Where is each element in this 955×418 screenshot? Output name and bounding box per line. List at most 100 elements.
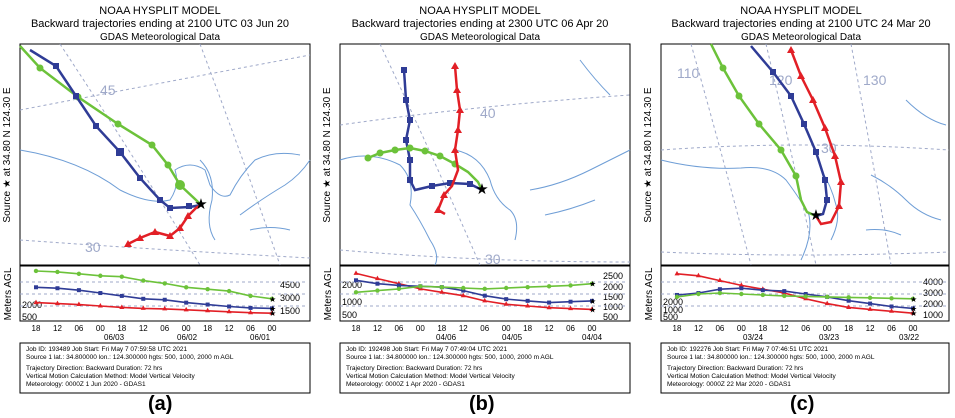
agl-series-group: ★★★: [340, 270, 628, 314]
time-tick-label: 06: [715, 324, 724, 333]
agl-point: [184, 300, 189, 305]
agl-tick-1500: 1500: [603, 292, 623, 302]
agl-point: [375, 288, 380, 293]
agl-tick-500: 500: [603, 312, 618, 322]
date-label-2: 04/05: [502, 333, 523, 342]
graticule: [19, 43, 311, 266]
map-frame: [339, 43, 631, 266]
panel-title-line1: NOAA HYSPLIT MODEL: [99, 5, 220, 17]
agl-point: [439, 284, 445, 290]
agl-point: [226, 308, 232, 314]
date-label-3: 03/22: [899, 333, 920, 342]
time-tick-label: 12: [866, 324, 875, 333]
agl-point: [54, 300, 60, 306]
agl-axis-label: Meters AGL: [3, 267, 14, 320]
caption-a: (a): [148, 393, 173, 415]
agl-tick-3000: 3000: [280, 293, 300, 303]
agl-point: [868, 301, 873, 306]
agl-point: [353, 270, 359, 275]
footer-line-5: Meteorology: 0000Z 1 Apr 2020 - GDAS1: [346, 381, 465, 388]
start-height-2000: 2000: [22, 300, 42, 310]
footer-line-4: Vertical Motion Calculation Method: Mode…: [346, 373, 515, 380]
source-star: ★: [194, 196, 207, 213]
footer-text: Job ID: 192276 Job Start: Fri May 7 07:4…: [667, 346, 875, 388]
coastline: [660, 99, 947, 261]
agl-point: [782, 289, 787, 294]
panel-title-line2: Backward trajectories ending at 2100 UTC…: [671, 18, 930, 30]
date-labels: 03/24 03/23 03/22: [743, 333, 920, 342]
time-tick-label: 06: [394, 324, 403, 333]
agl-point: [33, 299, 39, 305]
panel-title-line2: Backward trajectories ending at 2300 UTC…: [352, 18, 609, 30]
panel-b: NOAA HYSPLIT MODEL Backward trajectories…: [320, 0, 636, 400]
agl-point: [739, 286, 744, 291]
agl-start-star: ★: [589, 297, 596, 306]
date-label-1: 06/03: [104, 333, 125, 342]
footer-box: [19, 342, 311, 394]
footer-text: Job ID: 193489 Job Start: Fri May 7 07:5…: [26, 346, 234, 388]
time-tick-label: 12: [373, 324, 382, 333]
agl-point: [482, 293, 487, 298]
trajectory-blue: [29, 48, 202, 211]
agl-point: [674, 294, 680, 300]
agl-point: [97, 303, 103, 308]
agl-point: [140, 305, 146, 310]
agl-tick-2000: 2000: [923, 299, 943, 309]
trajectory-blue: [401, 67, 483, 192]
agl-series-line-2: [35, 270, 273, 300]
agl-series-line-1: [355, 279, 593, 304]
time-tick-label: 00: [96, 324, 105, 333]
agl-series-line-1: [676, 287, 914, 310]
trajectory-red: [434, 62, 464, 216]
agl-point: [803, 294, 808, 299]
caption-b: (b): [469, 393, 495, 415]
agl-point: [162, 297, 167, 302]
agl-point: [162, 305, 168, 311]
agl-right-ticks: 4000 3000 2000 1000: [923, 277, 943, 320]
time-tick-label: 12: [459, 324, 468, 333]
agl-point: [803, 292, 808, 296]
agl-left-heights: 2000 500: [22, 300, 42, 322]
time-tick-label: 12: [53, 324, 62, 333]
agl-axis-label: Meters AGL: [323, 267, 334, 320]
date-label-1: 04/06: [436, 333, 457, 342]
time-tick-label: 18: [844, 324, 853, 333]
agl-point: [525, 284, 530, 290]
date-labels: 04/06 04/05 04/04: [436, 333, 603, 342]
agl-point: [396, 286, 402, 292]
time-tick-label: 12: [139, 324, 148, 333]
trajectory-red: [124, 203, 202, 247]
source-label: Source ★ at 34.80 N 124.30 E: [322, 87, 333, 222]
footer-line-3: Trajectory Direction: Backward Duration:…: [346, 365, 483, 372]
footer-box: [339, 342, 631, 394]
trajectory-green: [364, 144, 484, 191]
time-tick-label: 00: [909, 324, 918, 333]
agl-right-ticks: 4500 3000 1500: [280, 280, 300, 316]
agl-series-line-0: [35, 301, 273, 314]
graticule: [660, 43, 950, 266]
source-star: ★: [809, 207, 822, 224]
footer-line-4: Vertical Motion Calculation Method: Mode…: [26, 373, 195, 380]
time-tick-label: 00: [588, 324, 597, 333]
agl-point: [589, 281, 595, 286]
agl-point: [141, 296, 146, 301]
time-tick-label: 06: [801, 324, 810, 333]
date-label-2: 03/23: [819, 333, 840, 342]
agl-start-star: ★: [910, 304, 917, 313]
time-tick-label: 06: [887, 324, 896, 333]
time-tick-label: 12: [780, 324, 789, 333]
map-label-lat-40: 40: [480, 105, 496, 121]
time-tick-label: 18: [352, 324, 361, 333]
agl-point: [55, 286, 60, 291]
agl-tick-2000: 2000: [603, 282, 623, 292]
start-height-2000: 2000: [342, 280, 362, 290]
agl-point: [418, 284, 423, 289]
time-tick-label: 18: [117, 324, 126, 333]
footer-line-1: Job ID: 192276 Job Start: Fri May 7 07:4…: [667, 346, 829, 353]
agl-start-star: ★: [269, 304, 276, 313]
agl-point: [504, 297, 509, 302]
footer-line-5: Meteorology: 0000Z 22 Mar 2020 - GDAS1: [667, 381, 791, 388]
agl-point: [482, 286, 487, 292]
agl-point: [696, 291, 701, 297]
agl-point: [546, 304, 552, 310]
